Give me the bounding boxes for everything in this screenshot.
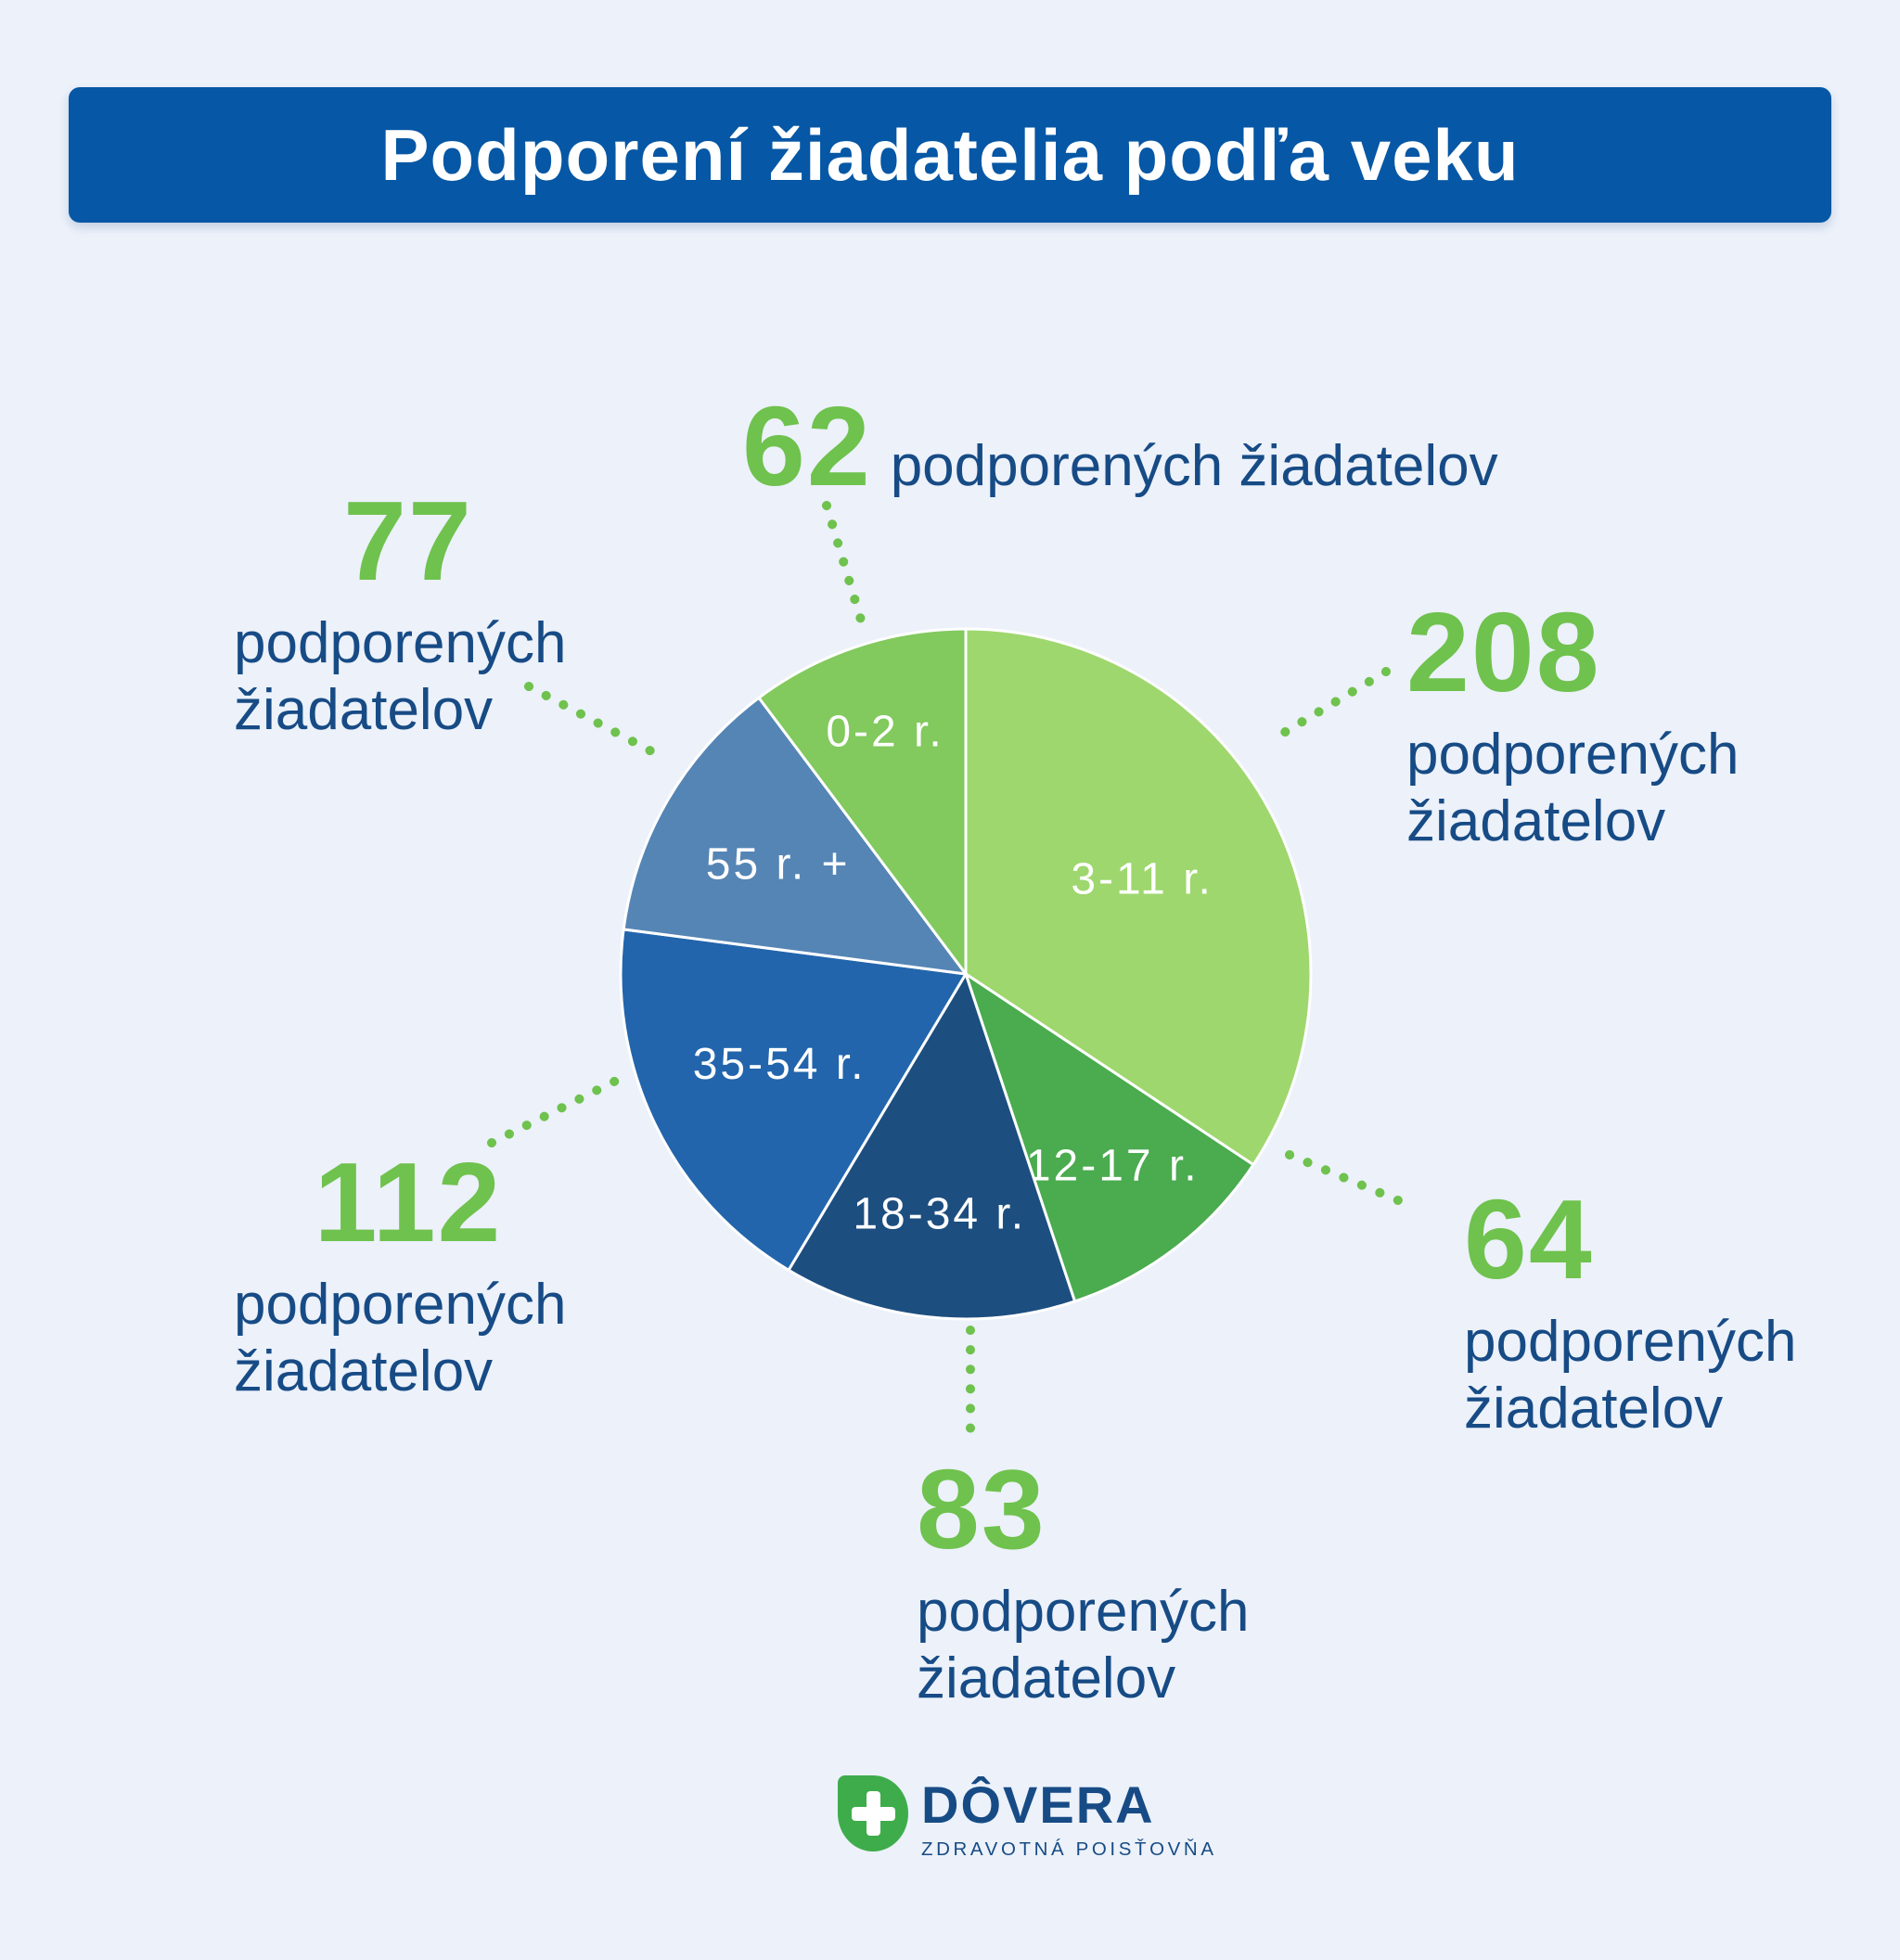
dotted-leader-line [487,1074,624,1147]
callout-age-0-2: 62 podporených žiadatelov [742,390,1498,503]
pie-slice-55-r-+ [622,696,968,976]
callout-age-35-54: 112 podporených žiadatelov [234,1146,583,1405]
pie-slice-label: 3-11 r. [1071,854,1213,903]
pie-slice-0-2-r- [757,627,968,976]
callout-label: podporených žiadatelov [890,434,1498,498]
callout-value: 62 [742,383,872,509]
callout-value: 64 [1464,1176,1594,1302]
callout-value: 77 [343,478,473,604]
pie-slice-label: 12-17 r. [1026,1141,1200,1190]
cross-icon [852,1807,895,1821]
callout-age-55-plus: 77 podporených žiadatelov [234,484,583,744]
pie-slice-label: 55 r. + [706,839,851,889]
pie-slice-label: 18-34 r. [853,1189,1026,1238]
callout-label: podporených žiadatelov [234,1273,567,1403]
logo-subtitle: ZDRAVOTNÁ POISŤOVŇA [921,1838,1217,1860]
logo-text: DÔVERA ZDRAVOTNÁ POISŤOVŇA [921,1775,1217,1861]
dovera-logo: DÔVERA ZDRAVOTNÁ POISŤOVŇA [838,1775,1217,1861]
callout-age-3-11: 208 podporených žiadatelov [1406,596,1768,855]
callout-label: podporených žiadatelov [1406,723,1740,853]
callout-label: podporených žiadatelov [1464,1310,1797,1441]
page-title: Podporení žiadatelia podľa veku [380,113,1520,196]
dovera-leaf-icon [838,1775,908,1851]
callout-age-18-34: 83 podporených žiadatelov [917,1453,1278,1712]
pie-slice-label: 35-54 r. [693,1040,867,1089]
callout-label: podporených žiadatelov [917,1580,1250,1710]
pie-slice-35-54-r- [619,928,968,1272]
dotted-leader-line [822,501,867,631]
pie-slice-12-17-r- [964,972,1255,1303]
pie-slice-label: 0-2 r. [826,707,944,756]
callout-value: 112 [314,1139,503,1265]
callout-age-12-17: 64 podporených žiadatelov [1464,1183,1826,1442]
logo-name: DÔVERA [921,1775,1155,1834]
title-bar: Podporení žiadatelia podľa veku [69,87,1831,223]
callout-value: 208 [1406,589,1601,715]
callout-value: 83 [917,1446,1046,1572]
callout-label: podporených žiadatelov [234,611,567,742]
pie-slice-18-34-r- [787,972,1077,1321]
pie-chart: 3-11 r. 12-17 r.18-34 r. 35-54 r. 55 r. + 0-… [619,627,1313,1321]
